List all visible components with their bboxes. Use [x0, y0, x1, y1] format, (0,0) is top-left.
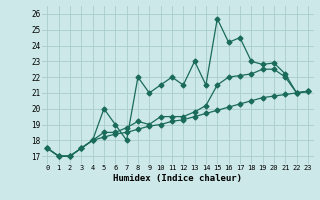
X-axis label: Humidex (Indice chaleur): Humidex (Indice chaleur) [113, 174, 242, 183]
